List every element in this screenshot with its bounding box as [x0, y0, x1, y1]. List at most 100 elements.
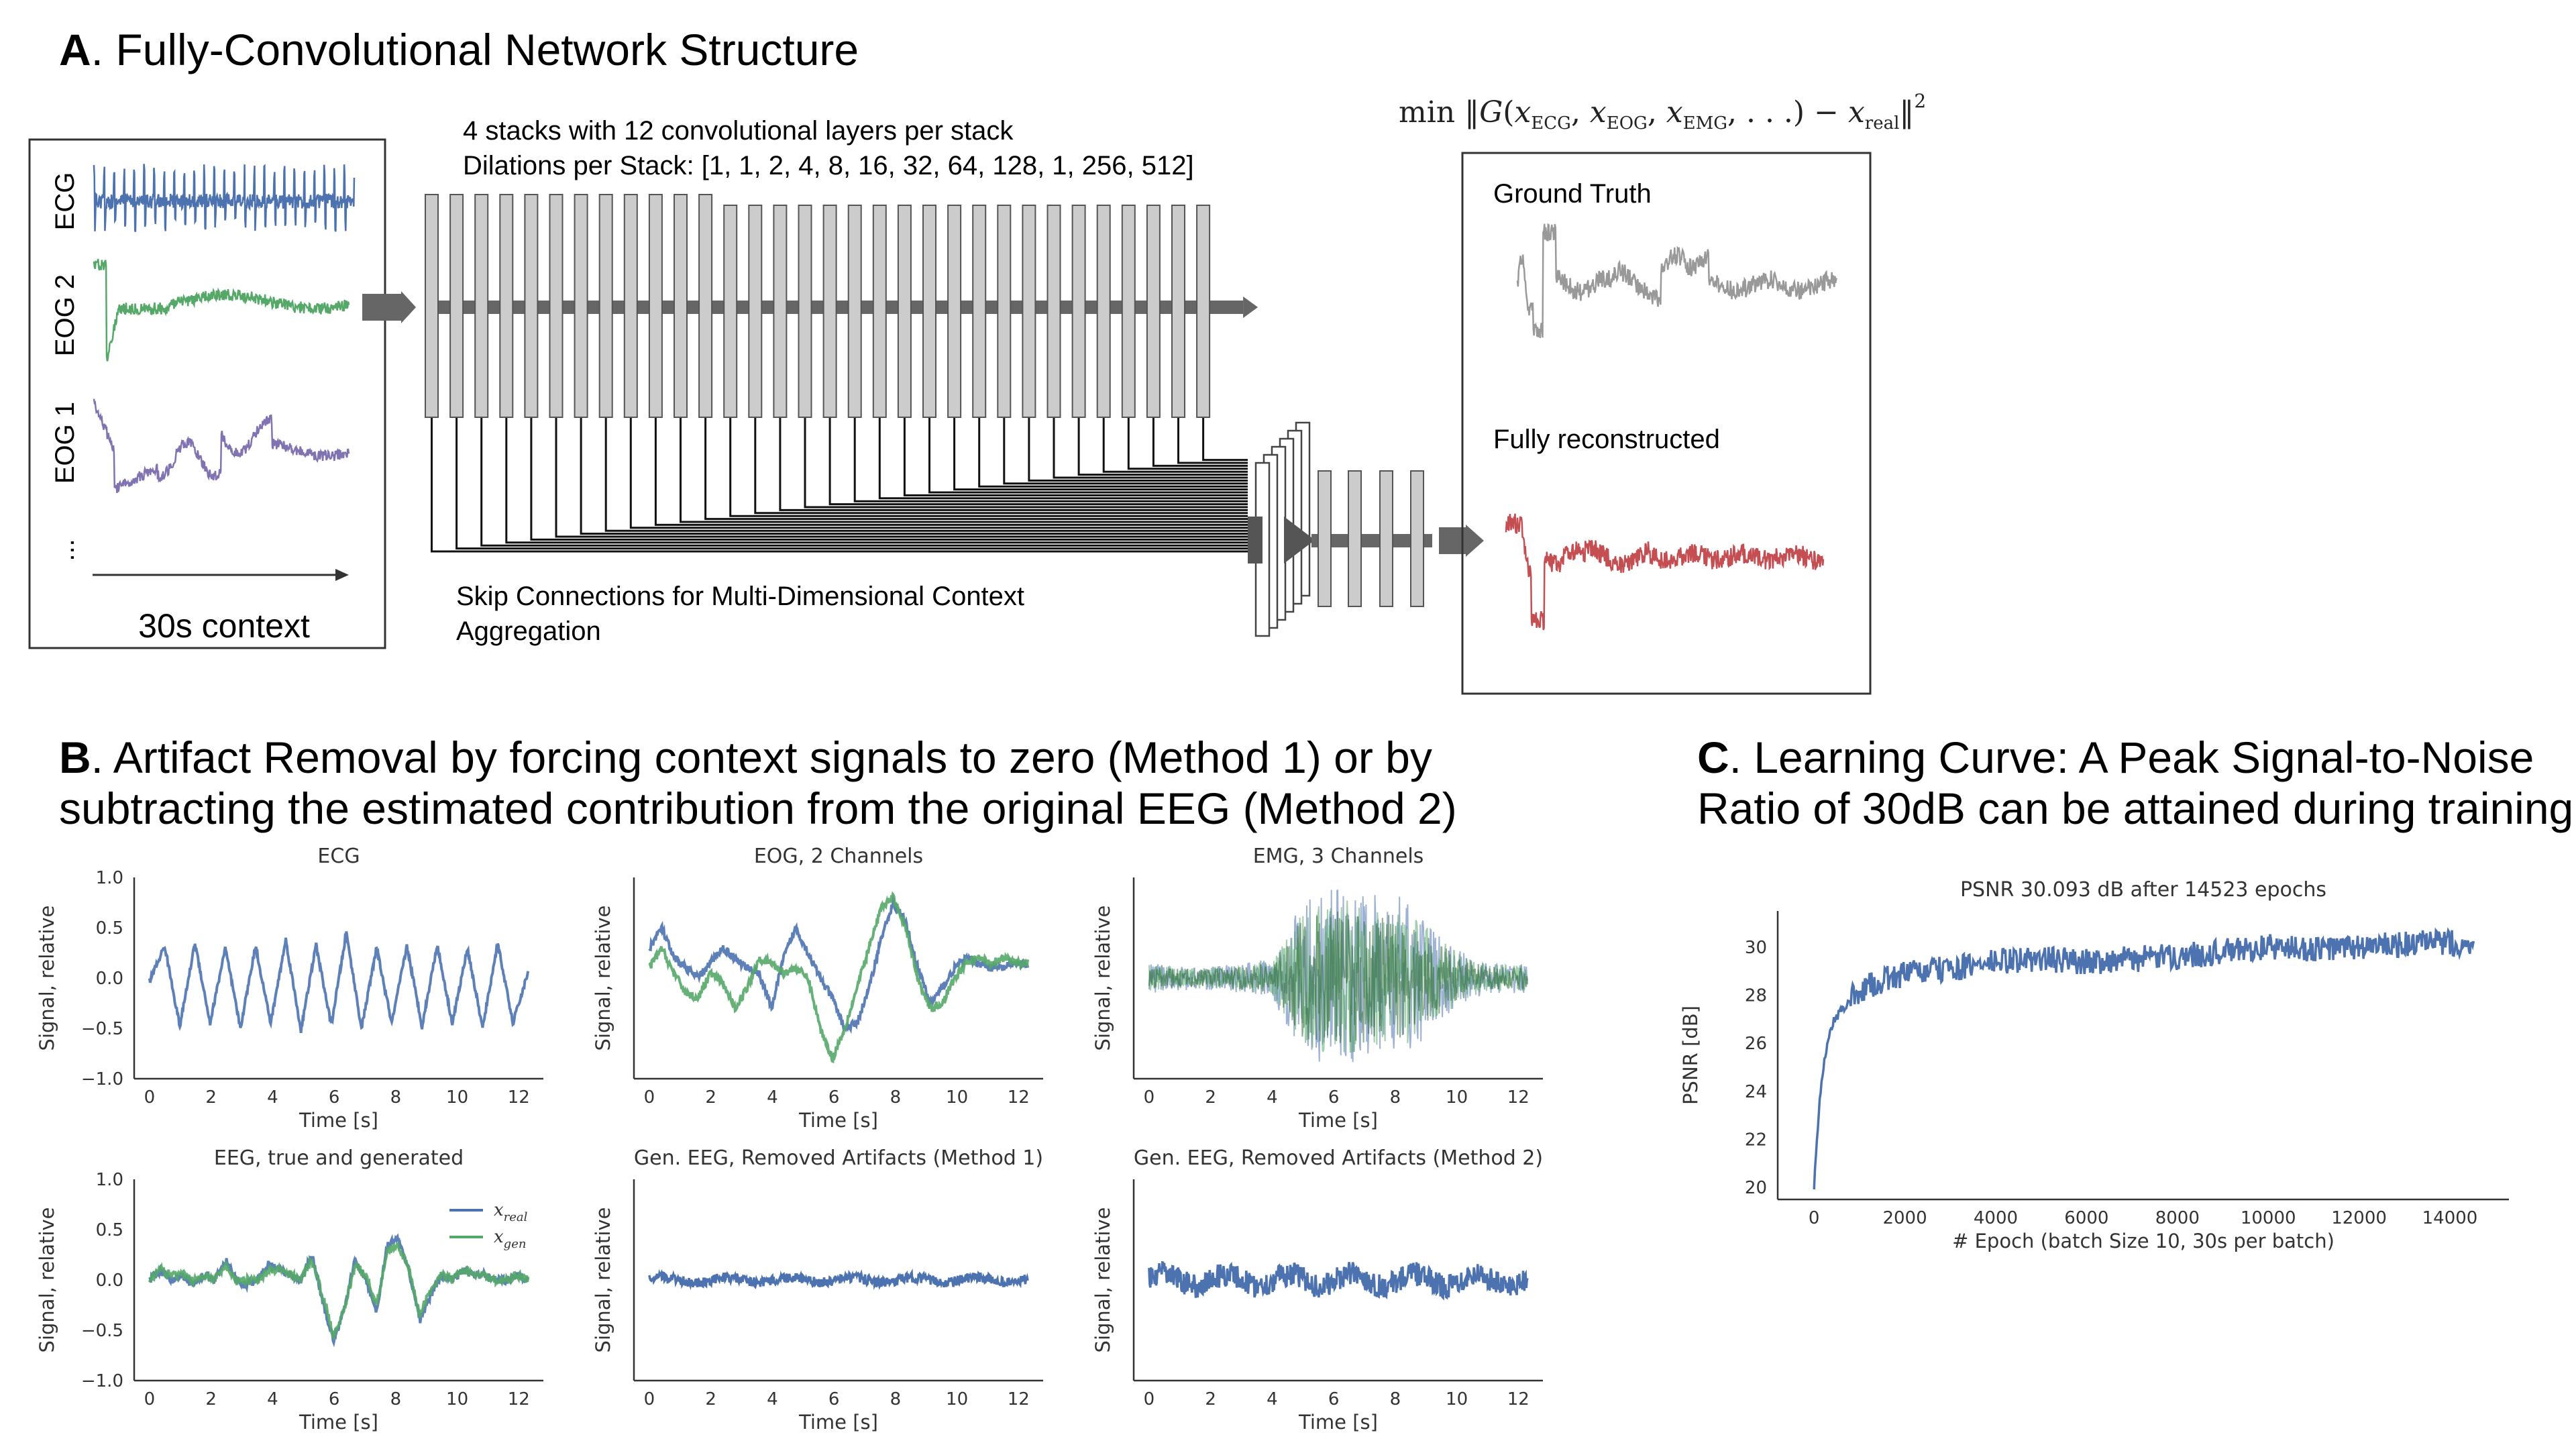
conv-layer	[1071, 205, 1086, 418]
input-signal-eog2	[93, 258, 350, 362]
x-tick-label: 8	[1390, 1389, 1401, 1409]
x-tick-label: 0	[144, 1389, 156, 1409]
x-tick-label: 0	[1144, 1389, 1155, 1409]
panel-b-letter: B	[59, 733, 91, 782]
conv-layer	[972, 205, 987, 418]
y-tick-label: 22	[1745, 1130, 1767, 1150]
series-line-psnr	[1813, 927, 2475, 1190]
skip-connection	[530, 417, 1248, 541]
chart-title: EMG, 3 Channels	[1253, 845, 1424, 868]
y-tick-label: 0.0	[96, 1271, 123, 1291]
y-tick-label: −0.5	[81, 1019, 123, 1039]
skip-connection	[928, 417, 1248, 494]
skip-connection	[804, 417, 1248, 508]
chart-eeg: EEG, true and generated 0 2 4 6 8 10 12 −1.0 −0.5…	[36, 1146, 543, 1434]
input-signal-eog1	[93, 398, 350, 493]
x-tick-label: 10	[1446, 1389, 1468, 1409]
x-tick-label: 8	[390, 1389, 402, 1409]
series-line	[648, 891, 1030, 1064]
post-path-bar	[1311, 534, 1432, 547]
x-tick-label: 2	[705, 1087, 716, 1108]
series-line-emg	[1148, 911, 1529, 1043]
x-tick-label: 6000	[2064, 1208, 2108, 1228]
chart-title: EEG, true and generated	[214, 1146, 464, 1170]
x-axis-label: # Epoch (batch Size 10, 30s per batch)	[1952, 1230, 2334, 1252]
panel-b-title-line1: . Artifact Removal by forcing context si…	[91, 733, 1432, 782]
x-axis-label: Time [s]	[1298, 1109, 1378, 1132]
series-line	[148, 1240, 530, 1342]
x-tick-label: 4	[1267, 1087, 1278, 1108]
chart-title: PSNR 30.093 dB after 14523 epochs	[1960, 878, 2326, 902]
skip-aggregation-stack	[1248, 421, 1315, 637]
skip-connection	[1102, 417, 1248, 473]
x-tick-label: 0	[644, 1389, 655, 1409]
panel-a-letter: A	[59, 25, 91, 74]
x-tick-label: 8	[890, 1389, 902, 1409]
skip-connection	[828, 417, 1248, 506]
chart-title: Gen. EEG, Removed Artifacts (Method 1)	[634, 1146, 1043, 1170]
x-tick-label: 8	[390, 1087, 402, 1108]
dilated-conv-layers	[425, 194, 1211, 418]
input-signal-ecg	[93, 164, 356, 232]
chart-gen-method1: Gen. EEG, Removed Artifacts (Method 1) 0 2…	[592, 1146, 1043, 1434]
input-arrow	[362, 291, 416, 323]
y-tick-label: −1.0	[81, 1371, 123, 1391]
ground-truth-signal	[1516, 223, 1838, 338]
x-axis-label: Time [s]	[299, 1109, 378, 1132]
x-tick-label: 10000	[2241, 1208, 2296, 1228]
series-line	[648, 894, 1030, 1034]
x-tick-label: 10	[446, 1087, 468, 1108]
x-axis-label: Time [s]	[798, 1109, 878, 1132]
output-arrow-head	[1466, 525, 1484, 557]
conv-layer	[449, 194, 464, 418]
panel-a-heading: A. Fully-Convolutional Network Structure	[59, 25, 859, 74]
x-tick-label: 2	[1205, 1389, 1216, 1409]
conv-layer	[623, 194, 638, 418]
y-tick-label: 1.0	[96, 1170, 123, 1190]
dilations-description: Dilations per Stack: [1, 1, 2, 4, 8, 16,…	[463, 151, 1194, 180]
skip-connection	[779, 417, 1248, 511]
series-line-generated	[1148, 1260, 1529, 1301]
y-tick-label: 26	[1745, 1034, 1767, 1054]
conv-layer	[897, 205, 912, 418]
x-tick-label: 6	[828, 1087, 840, 1108]
skip-description-line1: Skip Connections for Multi-Dimensional C…	[456, 582, 1024, 611]
post-conv-layer	[1318, 470, 1332, 607]
stacks-description: 4 stacks with 12 convolutional layers pe…	[463, 116, 1014, 146]
panel-b-title-line2: subtracting the estimated contribution f…	[59, 784, 1457, 833]
chart-title: ECG	[317, 845, 360, 868]
x-tick-label: 8000	[2155, 1208, 2200, 1228]
time-axis-arrowhead	[335, 569, 349, 581]
x-tick-label: 4000	[1974, 1208, 2018, 1228]
y-tick-label: −1.0	[81, 1069, 123, 1089]
loss-formula: min ‖G(xECG, xEOG, xEMG, . . .) − xreal‖…	[1399, 90, 1926, 133]
x-tick-label: 0	[644, 1087, 655, 1108]
chart-gen-method2: Gen. EEG, Removed Artifacts (Method 2) 0 2…	[1091, 1146, 1543, 1434]
skip-connection	[1077, 417, 1248, 476]
skip-connection	[505, 417, 1248, 544]
conv-layer	[847, 205, 862, 418]
panel-c-letter: C	[1697, 733, 1729, 782]
legend-label: xreal	[494, 1200, 528, 1224]
channel-label-eog1: EOG 1	[50, 402, 80, 484]
skip-connection	[953, 417, 1248, 491]
x-tick-label: 2	[205, 1087, 217, 1108]
x-axis-label: Time [s]	[1298, 1411, 1378, 1434]
post-conv-layer	[1348, 470, 1362, 607]
skip-connection	[1202, 417, 1248, 462]
x-tick-label: 10	[946, 1389, 968, 1409]
skip-connection	[853, 417, 1248, 502]
y-tick-label: 20	[1745, 1178, 1767, 1198]
conv-layer	[773, 205, 788, 418]
conv-layer	[723, 205, 738, 418]
skip-connection	[1127, 417, 1248, 470]
y-axis-label: Signal, relative	[1091, 1208, 1114, 1353]
skip-connection	[729, 417, 1248, 517]
conv-layer	[474, 194, 489, 418]
series-line	[148, 931, 530, 1034]
x-axis-label: Time [s]	[299, 1411, 378, 1434]
skip-connection	[555, 417, 1248, 538]
y-axis-label: Signal, relative	[592, 1208, 614, 1353]
output-conv-layers	[1311, 470, 1484, 607]
